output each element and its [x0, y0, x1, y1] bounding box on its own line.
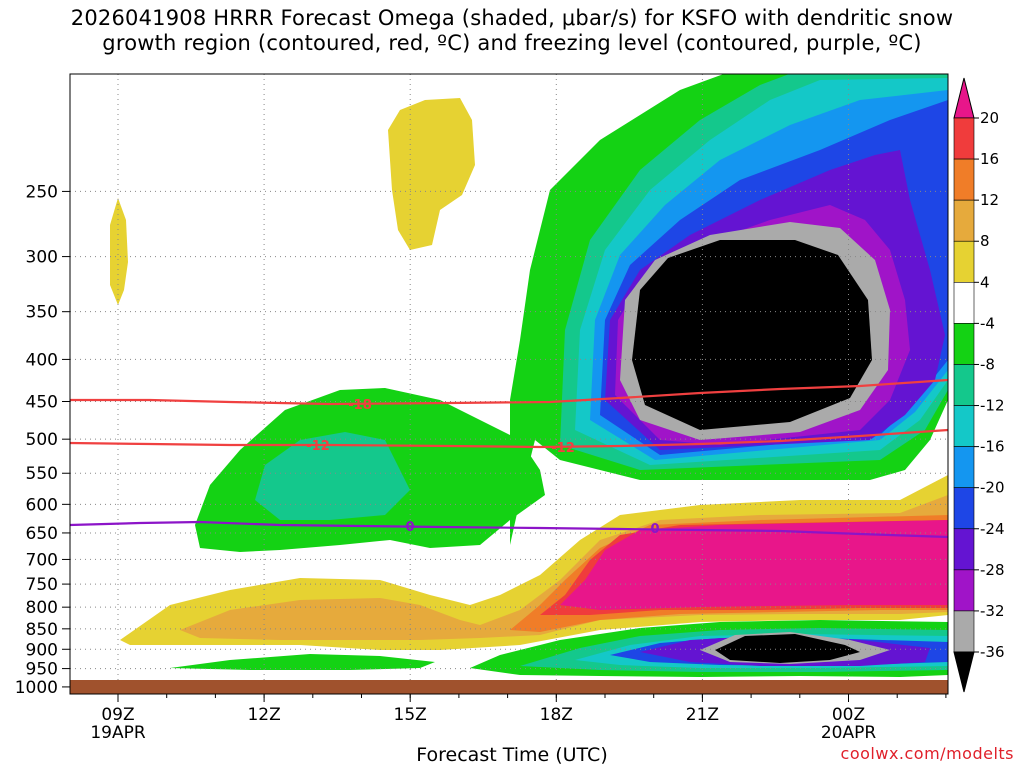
plot-frame [69, 73, 949, 695]
y-tick-label: 750 [26, 575, 58, 595]
y-tick-label: 350 [26, 303, 58, 323]
colorbar-label: -20 [980, 479, 1005, 497]
y-tick-label: 650 [26, 524, 58, 544]
colorbar-swatch [953, 569, 975, 612]
omega-time-height-chart: -18 -12 -12 0 0 250300350400450500550600… [15, 73, 1005, 740]
colorbar-label: 16 [980, 150, 999, 168]
colorbar-label: -16 [980, 438, 1005, 456]
omega-fill-m4-sfc-left [170, 654, 435, 670]
y-tick-label: 300 [26, 248, 58, 268]
colorbar-swatch [953, 158, 975, 201]
colorbar-swatch [953, 364, 975, 406]
x-tick-label: 15Z [394, 705, 427, 725]
colorbar-swatch [953, 282, 975, 324]
colorbar-swatch [953, 199, 975, 242]
x-tick-sublabel: 20APR [821, 723, 877, 740]
contour-label-zero-right: 0 [650, 522, 659, 537]
x-tick-label: 12Z [247, 705, 280, 725]
colorbar-label: -32 [980, 602, 1005, 620]
colorbar-label: -8 [980, 355, 995, 373]
contour-label-minus12-right: -12 [551, 441, 575, 456]
y-axis: 2503003504004505005506006507007508008509… [15, 182, 70, 698]
y-tick-label: 550 [26, 464, 58, 484]
x-tick-label: 18Z [540, 705, 573, 725]
omega-shading [110, 74, 948, 677]
colorbar-swatch [953, 240, 975, 283]
colorbar-label: -24 [980, 520, 1005, 538]
colorbar-swatch [953, 405, 975, 447]
y-tick-label: 400 [26, 350, 58, 370]
colorbar-label: -4 [980, 314, 995, 332]
chart-title-line-1: 2026041908 HRRR Forecast Omega (shaded, … [70, 6, 954, 30]
omega-fill-p4-upper [388, 98, 475, 250]
x-tick-label: 21Z [686, 705, 719, 725]
colorbar-label: 8 [980, 232, 990, 250]
contour-minus18 [70, 378, 949, 406]
x-axis: 09Z19APR202612Z15Z18Z21Z00Z20APR [90, 694, 947, 740]
omega-fill-p4-upperleft [110, 198, 128, 305]
colorbar-swatch [953, 487, 975, 530]
grid-lines [70, 74, 948, 694]
contour-minus12 [69, 428, 949, 449]
omega-fill-m8-left [255, 432, 410, 520]
colorbar-bottom-triangle [953, 651, 975, 693]
colorbar-label: -12 [980, 397, 1005, 415]
y-tick-label: 1000 [15, 678, 58, 698]
contour-zero [69, 520, 949, 539]
colorbar-swatch [953, 446, 975, 488]
x-tick-label: 00Z [832, 705, 865, 725]
x-tick-sublabel: 19APR [90, 723, 146, 740]
y-tick-label: 700 [26, 550, 58, 570]
colorbar-swatch [953, 528, 975, 571]
y-tick-label: 850 [26, 620, 58, 640]
contour-label-minus12-left: -12 [306, 439, 330, 454]
colorbar-swatch [953, 610, 975, 653]
chart-title-line-2: growth region (contoured, red, ºC) and f… [102, 31, 922, 55]
y-tick-label: 900 [26, 640, 58, 660]
colorbar-label: 20 [980, 109, 999, 127]
x-axis-label: Forecast Time (UTC) [416, 744, 608, 766]
omega-fill-m36-sfc [715, 634, 860, 663]
colorbar-label: -36 [980, 643, 1005, 661]
y-tick-label: 500 [26, 430, 58, 450]
y-tick-label: 450 [26, 393, 58, 413]
contour-label-minus18: -18 [348, 398, 372, 413]
y-tick-label: 800 [26, 598, 58, 618]
colorbar-top-triangle [953, 77, 975, 119]
y-tick-label: 600 [26, 495, 58, 515]
omega-fill-m36 [632, 240, 872, 430]
y-tick-label: 950 [26, 660, 58, 680]
omega-fill-p20-low [560, 520, 948, 610]
colorbar-swatch [953, 323, 975, 365]
ground-strip [70, 680, 948, 694]
contour-label-zero-left: 0 [405, 520, 414, 535]
colorbar: 20 16 12 8 4 -4 -8 -12 -16 -20 -24 -28 -32 -36 [953, 77, 1005, 693]
contour-lines [69, 378, 949, 539]
credit-text: coolwx.com/modelts [840, 744, 1014, 763]
colorbar-swatch [953, 117, 975, 160]
colorbar-label: 4 [980, 273, 990, 291]
x-tick-label: 09Z [101, 705, 134, 725]
contour-labels: -18 -12 -12 0 0 [306, 398, 659, 537]
y-tick-label: 250 [26, 182, 58, 202]
colorbar-label: 12 [980, 191, 999, 209]
colorbar-label: -28 [980, 561, 1005, 579]
